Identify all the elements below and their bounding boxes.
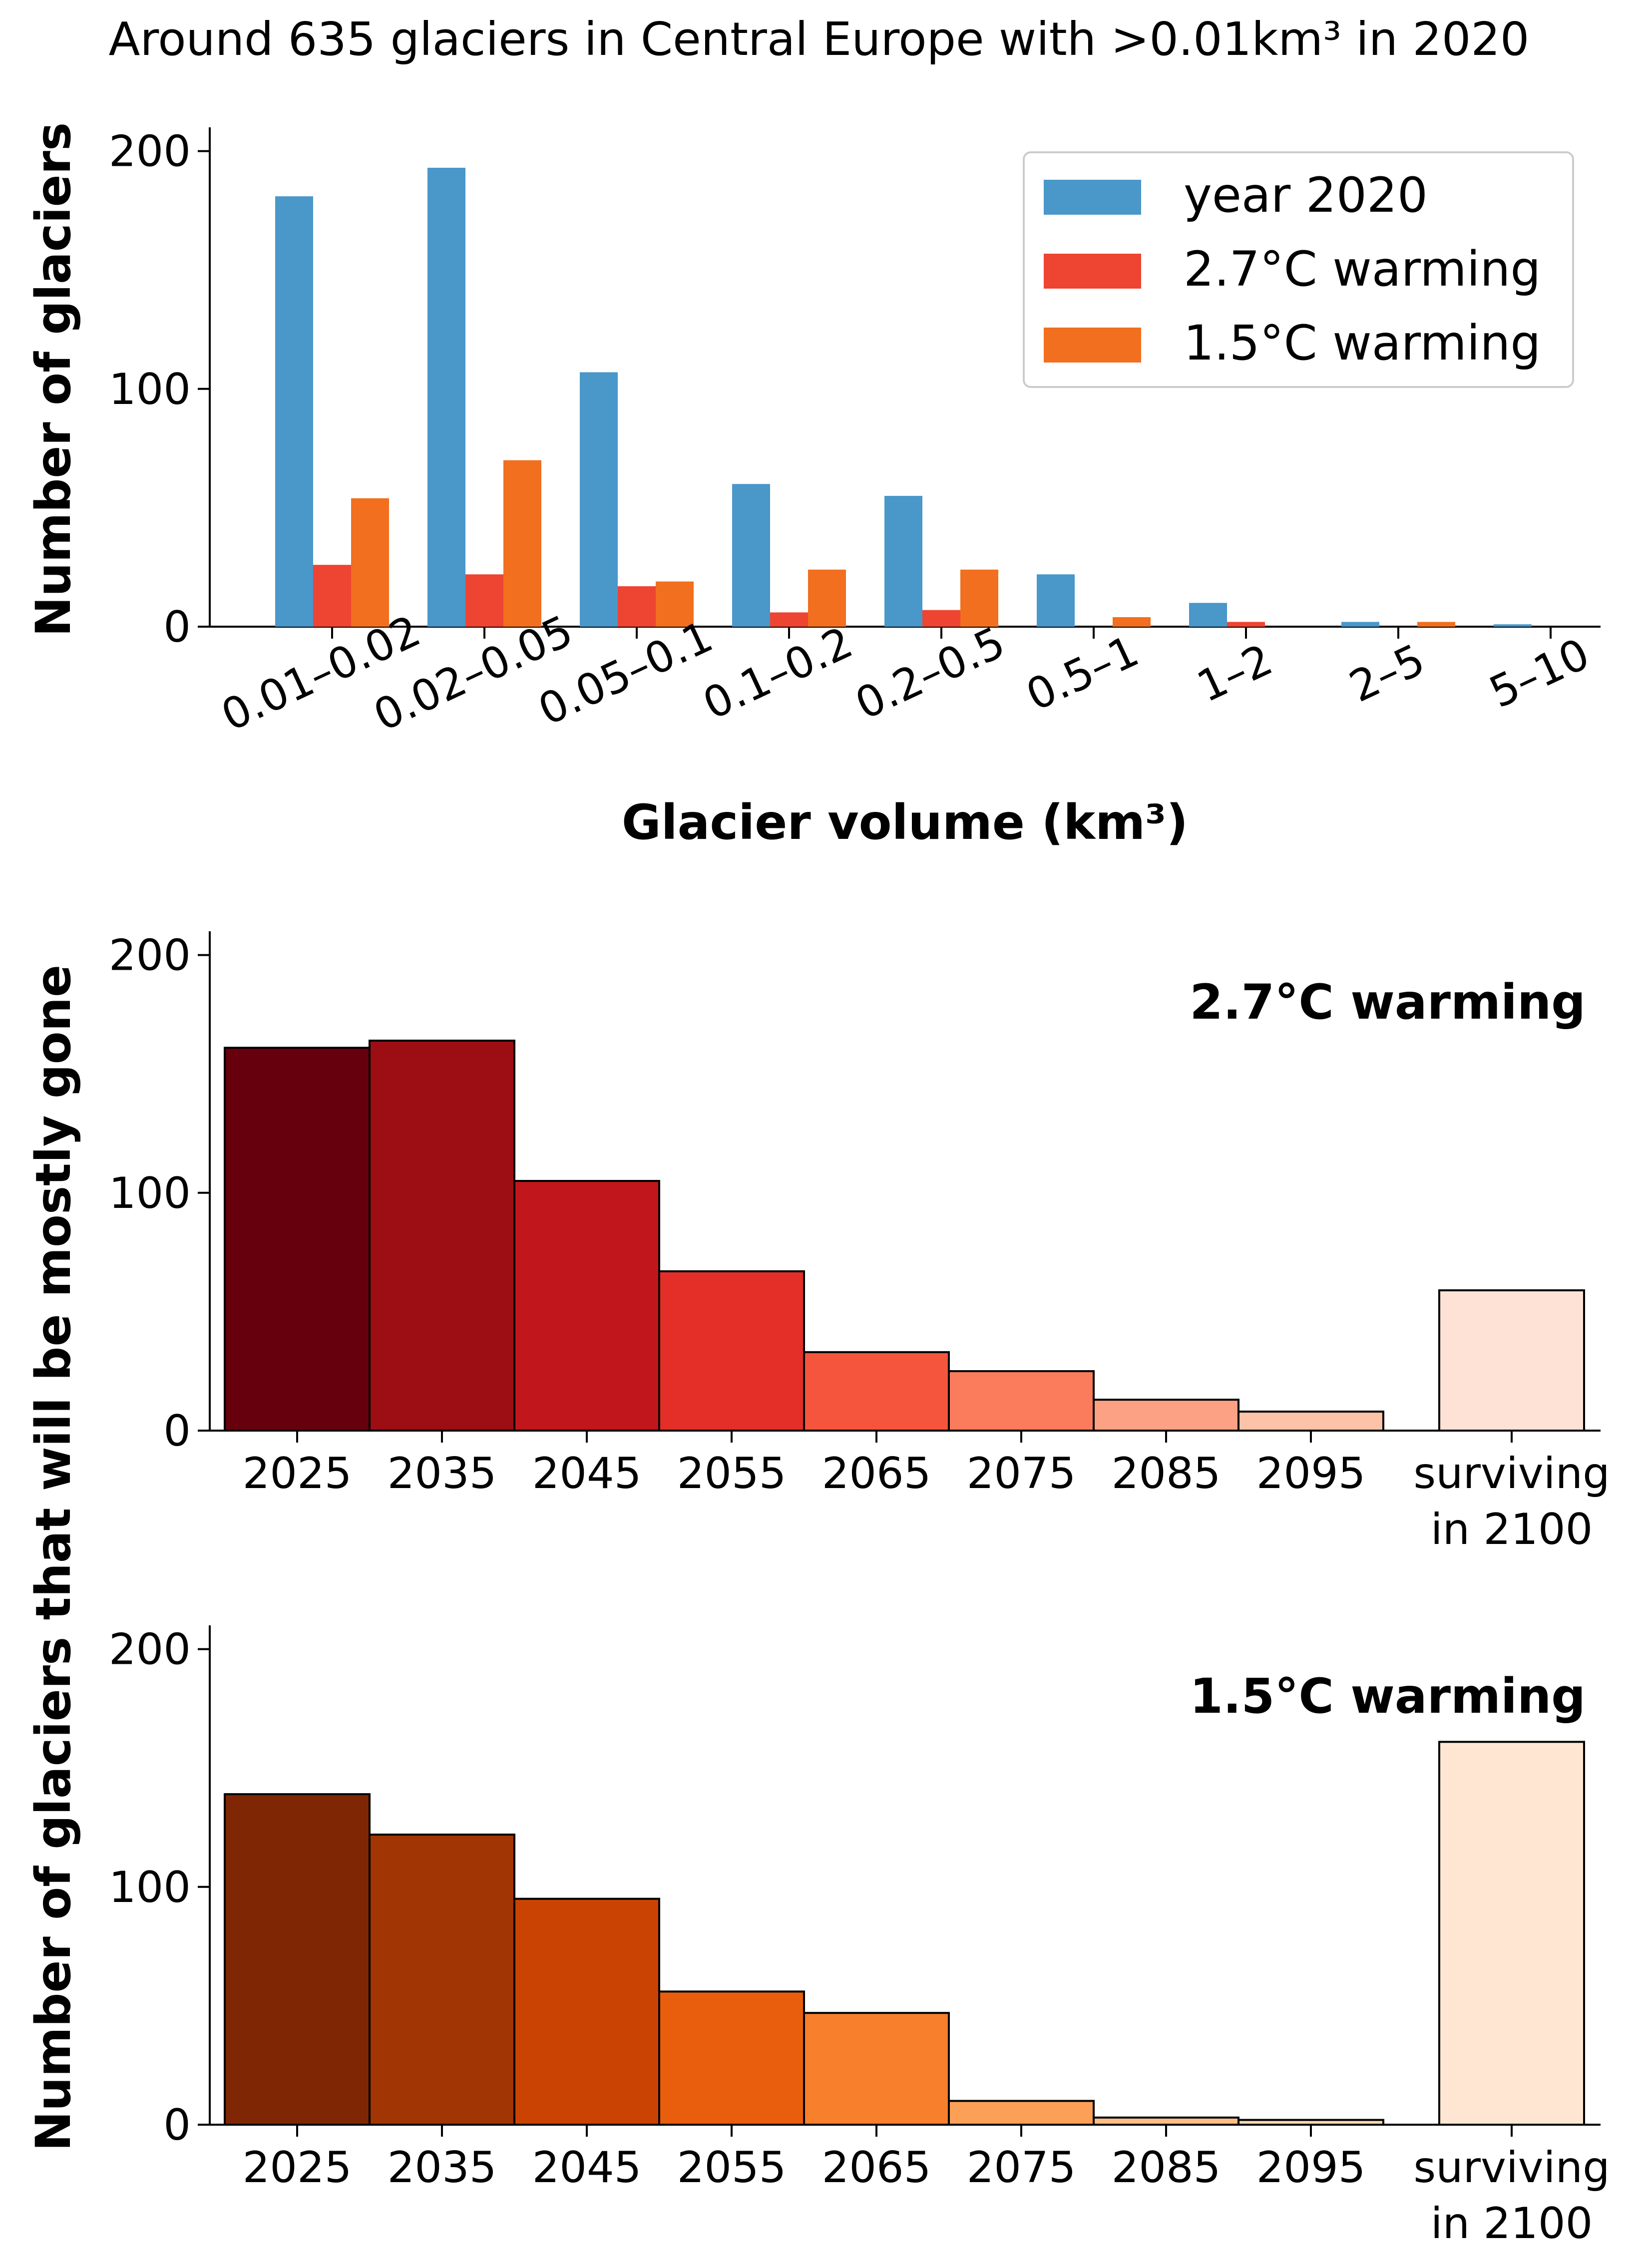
bar-1-5-c-warming [808,569,846,627]
bar-year-2020 [732,484,770,627]
bar-2065 [803,1351,950,1432]
shared-y-axis-label: Number of glaciers that will be mostly g… [25,965,81,2151]
bar-2-7-c-warming [1227,622,1265,627]
bar-year-2020 [1189,603,1227,627]
x-tick-label: 0.2–0.5 [848,618,1012,730]
panel-label: 1.5°C warming [1190,1668,1586,1724]
bar-2035 [369,1834,515,2126]
bar-1-5-c-warming [503,460,541,627]
1-y-tick-label: 200 [109,931,191,981]
bar-year-2020 [580,372,618,627]
x-axis-label: Glacier volume (km³) [622,794,1188,850]
legend-label: year 2020 [1184,167,1428,223]
legend-label: 1.5°C warming [1184,315,1541,371]
1-y-tick-label: 0 [163,1406,191,1456]
x-tick-label: 5–10 [1482,629,1597,718]
bar-2075 [948,1370,1095,1432]
bar-2-7-c-warming [465,574,503,627]
panel-label: 2.7°C warming [1190,974,1586,1030]
bar-2095 [1237,1410,1384,1432]
x-tick-label: 2085 [1112,1449,1221,1499]
x-tick-label: 2–5 [1342,635,1432,712]
warming-2.7-panel: 0 100 200 2025 2035 2045 2055 2065 2075 2085 2095 s… [109,931,1610,1554]
1-y-tick-label: 100 [109,1168,191,1218]
2-y-tick-label: 100 [109,1863,191,1912]
x-tick-label: 2085 [1112,2143,1221,2193]
x-tick-label: surviving in 2100 [1413,2143,1610,2249]
x-tick-label: 2075 [967,2143,1076,2193]
bar-2-7-c-warming [313,565,351,627]
bar-2085 [1093,2116,1239,2126]
x-tick-label: 2055 [677,2143,787,2193]
x-tick-label: 2045 [532,2143,642,2193]
x-tick-label: 2025 [243,2143,352,2193]
legend-swatch [1044,180,1141,215]
legend-label: 2.7°C warming [1184,241,1541,297]
x-tick-label: 2075 [967,1449,1076,1499]
0-y-tick-label: 0 [163,602,191,652]
bar-2075 [948,2100,1095,2126]
bar-2025 [224,1047,371,1432]
figure-title: Around 635 glaciers in Central Europe wi… [109,12,1530,66]
bar-2055 [658,1270,805,1432]
bar-year-2020 [1037,574,1075,627]
x-tick-label: 2095 [1256,2143,1366,2193]
x-tick-label: 2035 [388,1449,497,1499]
bar-2-7-c-warming [618,586,656,627]
bar-surviving-in-2100 [1438,1741,1585,2126]
bar-2045 [513,1180,660,1432]
bar-1-5-c-warming [960,569,998,627]
x-tick-label: 0.5–1 [1019,626,1146,721]
x-tick-label: 2065 [822,2143,931,2193]
0-y-tick-label: 200 [109,127,191,177]
bar-year-2020 [275,196,313,627]
x-tick-label: 2055 [677,1449,787,1499]
bar-2095 [1237,2119,1384,2126]
legend-frame [1023,151,1574,388]
x-tick-label: surviving in 2100 [1413,1449,1610,1554]
x-tick-label: 2095 [1256,1449,1366,1499]
legend-swatch [1044,254,1141,289]
bar-2025 [224,1793,371,2126]
warming-1.5-panel: 0 100 200 2025 2035 2045 2055 2065 2075 2085 2095 s… [109,1625,1610,2249]
bar-1-5-c-warming [1417,622,1455,627]
bar-year-2020 [884,496,922,627]
x-tick-label: 2065 [822,1449,931,1499]
x-tick-label: 2035 [388,2143,497,2193]
x-tick-label: 2045 [532,1449,642,1499]
bar-year-2020 [1494,624,1532,627]
x-tick-label: 1–2 [1190,635,1280,712]
bar-1-5-c-warming [1113,617,1151,627]
bar-2035 [369,1040,515,1432]
bar-year-2020 [1341,622,1379,627]
bar-1-5-c-warming [351,498,389,627]
bar-surviving-in-2100 [1438,1289,1585,1432]
legend-swatch [1044,328,1141,363]
0-y-tick-label: 100 [109,365,191,414]
bar-1-5-c-warming [656,581,694,627]
bar-2-7-c-warming [922,610,960,627]
2-y-tick-label: 200 [109,1625,191,1675]
bar-2065 [803,2012,950,2126]
bar-2-7-c-warming [770,612,808,627]
2-y-tick-label: 0 [163,2100,191,2150]
bar-2055 [658,1990,805,2126]
x-tick-label: 2025 [243,1449,352,1499]
y-axis-label: Number of glaciers [25,122,81,637]
bar-2045 [513,1897,660,2126]
bar-2085 [1093,1399,1239,1432]
legend: year 2020 2.7°C warming 1.5°C warming [1023,151,1574,388]
bar-year-2020 [427,167,465,627]
x-tick-label: 0.1–0.2 [696,618,860,730]
volume-histogram-panel: 01002000.01–0.020.02–0.050.05–0.10.1–0.2… [25,122,1601,850]
